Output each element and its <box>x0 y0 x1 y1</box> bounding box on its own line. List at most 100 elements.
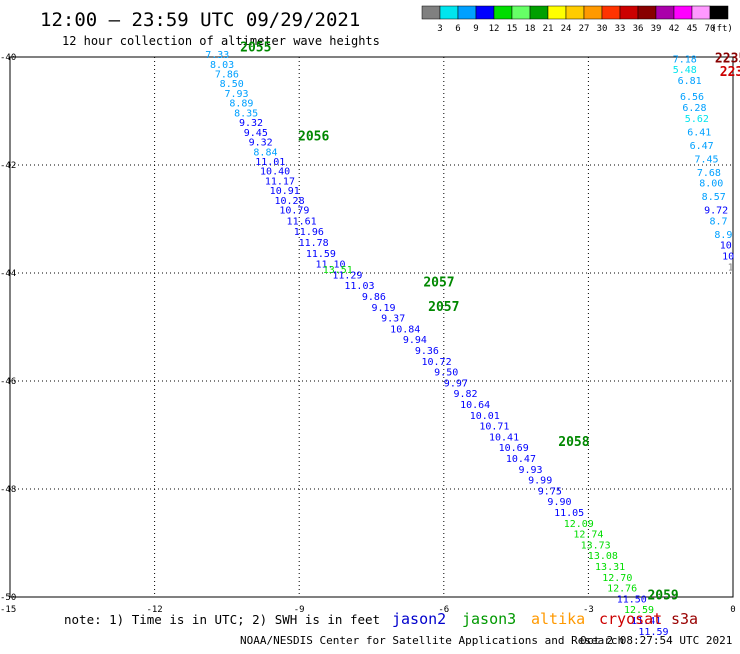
swh-data-label: 9.32 <box>239 118 263 129</box>
legend-swatch <box>457 5 477 20</box>
chart-subtitle: 12 hour collection of altimeter wave hei… <box>62 34 380 48</box>
mission-legend-item: cryosat <box>599 610 662 628</box>
y-tick-label: -46 <box>0 377 16 387</box>
legend-swatch <box>583 5 603 20</box>
swh-data-label: 7.86 <box>215 70 239 81</box>
swh-data-label: 8.57 <box>702 192 726 203</box>
mission-legend-item: altika <box>531 610 585 628</box>
x-tick-label: -6 <box>438 605 449 615</box>
swh-data-label: 9.86 <box>362 292 386 303</box>
legend-label: 27 <box>579 24 590 34</box>
legend-label: 12 <box>489 24 500 34</box>
legend-label: 42 <box>669 24 680 34</box>
x-tick-label: -3 <box>583 605 594 615</box>
y-tick-label: -42 <box>0 161 16 171</box>
swh-data-label: 8.00 <box>699 179 723 190</box>
swh-data-label: 10.01 <box>470 411 500 422</box>
legend-swatch <box>547 5 567 20</box>
swh-data-label: 9.72 <box>704 206 728 217</box>
swh-data-label: 6.56 <box>680 92 704 103</box>
swh-data-label: 12.74 <box>573 530 603 541</box>
swh-data-label: 8.9 <box>714 230 732 241</box>
legend-label: 36 <box>633 24 644 34</box>
axis-tick-labels: -15 -12 -9 -6 -3 0 -40 -42 -44 -46 -48 -50 <box>0 53 736 615</box>
swh-data-label: 7.18 <box>673 54 697 65</box>
legend-swatch <box>637 5 657 20</box>
swh-data-label: 6.47 <box>690 141 714 152</box>
y-tick-label: -40 <box>0 53 16 63</box>
swh-data-label: 13.31 <box>595 562 625 573</box>
swh-data-label: 10.40 <box>260 167 290 178</box>
swh-data-label: 10.71 <box>479 422 509 433</box>
swh-data-label: 9.97 <box>444 378 468 389</box>
swh-data-label: 9.90 <box>547 497 571 508</box>
swh-data-label: 11.96 <box>294 227 324 238</box>
swh-data-label: 5.62 <box>685 114 709 125</box>
swh-data-label: 13.73 <box>581 540 611 551</box>
swh-data-label: 10.28 <box>275 196 305 207</box>
swh-data-label: 10.69 <box>499 443 529 454</box>
legend-label: 6 <box>455 24 460 34</box>
x-tick-label: 0 <box>730 605 735 615</box>
pass-label: 2055 <box>240 41 271 56</box>
swh-data-label: 11.61 <box>287 216 317 227</box>
swh-data-label: 9.93 <box>519 465 543 476</box>
swh-color-legend: 3 6 9 12 15 18 21 24 27 30 33 36 39 42 45 70(ft) <box>421 5 733 34</box>
legend-swatch <box>511 5 531 20</box>
legend-swatch <box>529 5 549 20</box>
pass-label: 2059 <box>647 589 678 604</box>
legend-swatch <box>439 5 459 20</box>
swh-data-label: 7.68 <box>697 168 721 179</box>
swh-data-label: 13.51 <box>323 265 353 276</box>
swh-data-label: 9.82 <box>453 389 477 400</box>
swh-data-label: 11.05 <box>554 508 584 519</box>
legend-label: 24 <box>561 24 572 34</box>
swh-data-label: 11.59 <box>638 627 668 638</box>
swh-data-label: 6.28 <box>682 103 706 114</box>
swh-data-label: 8.35 <box>234 108 258 119</box>
pass-number-labels: 2055 2056 2057 2057 2058 2059 22352234 <box>240 41 740 604</box>
swh-data-label: 10.84 <box>390 324 420 335</box>
swh-data-label: 12.59 <box>624 605 654 616</box>
swh-data-label: 10 <box>720 241 732 252</box>
legend-swatch <box>565 5 585 20</box>
y-tick-label: -50 <box>0 593 16 603</box>
swh-data-label: 12.09 <box>564 519 594 530</box>
swh-data-label: 10 <box>722 252 734 263</box>
swh-data-label: 9.36 <box>415 346 439 357</box>
swh-data-label: 9.50 <box>434 368 458 379</box>
legend-label: 30 <box>597 24 608 34</box>
swh-data-label: 8.84 <box>253 147 277 158</box>
swh-data-label: 10.91 <box>270 186 300 197</box>
x-tick-label: -12 <box>146 605 162 615</box>
swh-data-label: 7.45 <box>694 154 718 165</box>
legend-label: 3 <box>437 24 442 34</box>
legend-swatch <box>673 5 693 20</box>
legend-label: 9 <box>473 24 478 34</box>
swh-data-label: 10.47 <box>506 454 536 465</box>
swh-data-label: 10.41 <box>489 432 519 443</box>
swh-data-label: 11.10 <box>315 260 345 271</box>
legend-swatch <box>619 5 639 20</box>
chart-title: 12:00 – 23:59 UTC 09/29/2021 <box>40 9 360 31</box>
swh-data-label: 9.45 <box>244 128 268 139</box>
map-grid <box>9 56 734 598</box>
swh-data-label: 11.41 <box>631 616 661 627</box>
pass-label: 2058 <box>558 435 589 450</box>
pass-label: 2057 <box>428 300 459 315</box>
mission-legend-item: jason2 <box>392 610 446 628</box>
mission-legend-item: jason3 <box>462 610 516 628</box>
swh-data-label: 13.08 <box>588 551 618 562</box>
swh-data-label: 10.79 <box>279 206 309 217</box>
legend-swatch <box>655 5 675 20</box>
swh-data-label: 8.50 <box>220 79 244 90</box>
swh-data-label: 6.81 <box>678 76 702 87</box>
swh-observations: 7.338.037.868.507.938.898.359.329.459.32… <box>205 50 734 638</box>
swh-data-label: 9.19 <box>372 303 396 314</box>
legend-label: 45 <box>687 24 698 34</box>
swh-data-label: 6.41 <box>687 127 711 138</box>
swh-data-label: 8.7 <box>710 216 728 227</box>
swh-data-label: 10.64 <box>460 400 490 411</box>
legend-label: 33 <box>615 24 626 34</box>
